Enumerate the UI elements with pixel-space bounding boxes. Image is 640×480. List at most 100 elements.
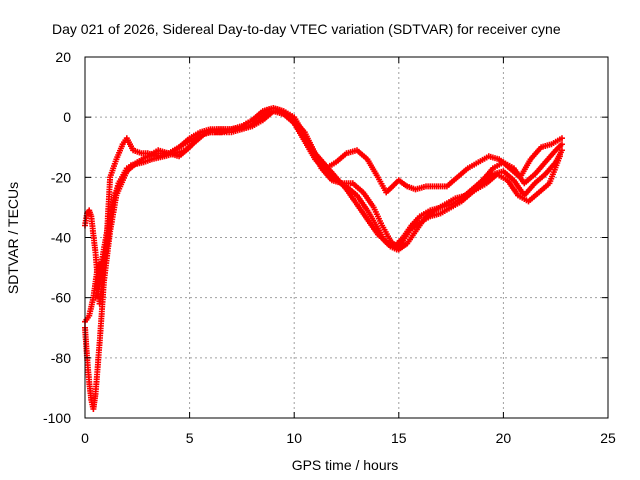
- data-point-segment: [494, 171, 509, 183]
- data-point-segment: [536, 181, 551, 196]
- data-point-segment: [552, 142, 564, 154]
- x-tick-label: 25: [600, 430, 616, 446]
- data-point-segment: [389, 178, 401, 190]
- data-point-segment: [370, 204, 384, 227]
- data-point-segment: [383, 184, 394, 196]
- data-point-segment: [515, 192, 530, 204]
- data-point: [558, 141, 565, 148]
- data-point-segment: [483, 172, 499, 187]
- axis-ticks: 0 5 10 15 20 25 -100 -80 -60 -40 -20 0 20: [43, 49, 616, 446]
- data-point-segment: [462, 187, 478, 199]
- data-point-segment: [464, 160, 480, 172]
- data-point-segment: [86, 207, 94, 218]
- y-tick-label: -100: [43, 410, 71, 426]
- data-point-segment: [92, 342, 103, 397]
- data-point-segment: [395, 177, 409, 189]
- data-point-segment: [176, 136, 191, 151]
- data-point-segment: [333, 151, 348, 166]
- data-point-segment: [255, 109, 271, 124]
- data-point-segment: [138, 150, 149, 157]
- data-point-segment: [454, 166, 470, 181]
- data-point-segment: [548, 136, 563, 148]
- data-point-segment: [86, 296, 96, 319]
- data-point-segment: [192, 130, 208, 145]
- data-point-segment: [431, 202, 446, 214]
- x-axis-label: GPS time / hours: [292, 457, 399, 473]
- data-point-segment: [400, 224, 413, 241]
- data-point-segment: [420, 208, 436, 223]
- data-point-segment: [496, 156, 511, 170]
- data-point-segment: [360, 189, 376, 209]
- data-point-segment: [504, 177, 520, 197]
- y-tick-label: -40: [51, 230, 71, 246]
- data-point: [558, 147, 565, 154]
- data-point-segment: [343, 186, 359, 206]
- data-point-segment: [542, 149, 558, 166]
- chart-title: Day 021 of 2026, Sidereal Day-to-day VTE…: [52, 21, 561, 37]
- data-point-segment: [443, 175, 459, 190]
- data-point-segment: [96, 267, 107, 307]
- data-point-segment: [404, 230, 418, 247]
- data-point-segment: [364, 156, 380, 179]
- data-point-segment: [349, 180, 365, 194]
- data-point-segment: [441, 196, 457, 208]
- data-point-segment: [475, 154, 490, 166]
- data-point-segment: [531, 172, 547, 187]
- y-tick-label: -20: [51, 169, 71, 185]
- data-point-segment: [479, 167, 495, 184]
- data-point-segment: [525, 190, 541, 205]
- data-point-segment: [517, 158, 533, 181]
- data-point-segment: [88, 213, 99, 254]
- data-point: [558, 135, 565, 142]
- data-point-segment: [92, 273, 103, 301]
- data-point-segment: [542, 161, 558, 178]
- data-point-segment: [379, 222, 393, 242]
- x-tick-label: 20: [496, 430, 512, 446]
- data-point-segment: [521, 182, 537, 199]
- data-point-segment: [100, 224, 111, 253]
- y-tick-label: 0: [63, 109, 71, 125]
- grid-lines: [85, 57, 608, 418]
- data-point-segment: [105, 194, 117, 229]
- data-point-segment: [276, 108, 291, 119]
- data-point-segment: [485, 153, 501, 162]
- data-point-segment: [527, 146, 543, 163]
- data-point-segment: [96, 248, 107, 277]
- data-point-segment: [500, 168, 516, 182]
- data-point-segment: [186, 130, 201, 142]
- data-point-segment: [473, 181, 488, 193]
- y-axis-label: SDTVAR / TECUs: [5, 182, 21, 294]
- data-point-segment: [84, 208, 92, 217]
- data-point-segment: [297, 129, 313, 149]
- data-point-segment: [354, 201, 370, 221]
- data-point-segment: [416, 208, 432, 220]
- data-point-segment: [318, 165, 334, 182]
- data-point-segment: [374, 231, 390, 245]
- data-point-segment: [307, 144, 324, 170]
- data-point-segment: [387, 237, 401, 251]
- data-point-segment: [521, 172, 536, 187]
- series-trace-c: [82, 105, 565, 325]
- y-tick-label: -80: [51, 350, 71, 366]
- data-point-segment: [412, 218, 426, 235]
- data-point-segment: [437, 205, 452, 217]
- data-point-segment: [408, 215, 421, 229]
- data-point-segment: [119, 164, 133, 181]
- data-point-segment: [287, 114, 303, 134]
- data-series: [82, 105, 565, 412]
- y-tick-label: -60: [51, 290, 71, 306]
- x-tick-label: 10: [286, 430, 302, 446]
- data-point-segment: [182, 139, 198, 154]
- data-point-segment: [354, 147, 369, 161]
- data-point-segment: [245, 118, 260, 130]
- data-point-segment: [364, 216, 380, 236]
- data-point-segment: [412, 184, 427, 193]
- data-point-segment: [113, 143, 125, 163]
- data-point-segment: [322, 160, 337, 172]
- data-point-segment: [531, 161, 547, 178]
- data-point-segment: [354, 192, 370, 212]
- series-trace-b: [82, 105, 565, 307]
- data-point-segment: [249, 109, 265, 124]
- data-point-segment: [123, 135, 136, 152]
